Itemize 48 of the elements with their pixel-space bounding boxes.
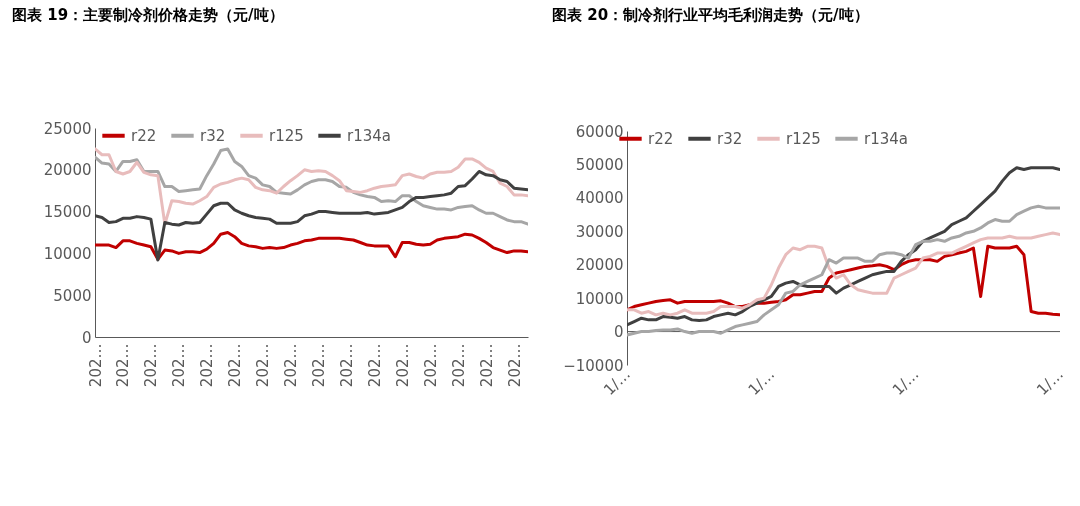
legend-label: r32 <box>200 126 226 145</box>
chart-title: 图表 20：制冷剂行业平均毛利润走势（元/吨） <box>552 6 869 24</box>
y-tick-label: 25000 <box>43 119 92 138</box>
legend-label: r125 <box>269 126 304 145</box>
x-tick-label: 1/… <box>1033 365 1067 399</box>
line-series <box>627 244 1060 317</box>
line-series <box>95 169 528 262</box>
y-tick-label: 20000 <box>575 256 624 275</box>
y-tick-label: 5000 <box>53 286 92 305</box>
line-series <box>95 147 528 226</box>
chart-title: 图表 19：主要制冷剂价格走势（元/吨） <box>12 6 284 24</box>
y-tick-label: 10000 <box>575 289 624 308</box>
x-tick-label: 202… <box>142 343 161 388</box>
legend-label: r22 <box>648 129 674 148</box>
x-tick-label: 202… <box>449 343 468 388</box>
legend-label: r134a <box>347 126 391 145</box>
y-tick-label: 60000 <box>575 122 624 141</box>
x-tick-label: 202… <box>337 343 356 388</box>
legend-label: r134a <box>864 129 908 148</box>
legend-label: r125 <box>786 129 821 148</box>
x-tick-label: 202… <box>226 343 245 388</box>
y-tick-label: 50000 <box>575 155 624 174</box>
y-tick-label: 40000 <box>575 189 624 208</box>
y-tick-label: 15000 <box>43 203 92 222</box>
line-series <box>627 231 1060 317</box>
x-tick-label: 202… <box>505 343 524 388</box>
x-tick-label: 202… <box>170 343 189 388</box>
x-tick-label: 202… <box>254 343 273 388</box>
x-tick-label: 202… <box>282 343 301 388</box>
y-tick-label: 30000 <box>575 222 624 241</box>
legend-label: r32 <box>717 129 743 148</box>
x-tick-label: 1/… <box>888 365 923 399</box>
y-tick-label: −10000 <box>563 356 624 375</box>
x-tick-label: 202… <box>309 343 328 388</box>
line-series <box>95 231 528 261</box>
x-tick-label: 1/… <box>744 365 779 399</box>
y-tick-label: 10000 <box>43 244 92 263</box>
y-tick-label: 20000 <box>43 161 92 180</box>
x-tick-label: 202… <box>114 343 133 388</box>
line-series <box>627 204 1060 337</box>
y-tick-label: 0 <box>613 323 624 342</box>
x-tick-label: 202… <box>365 343 384 388</box>
legend-label: r22 <box>131 126 157 145</box>
x-tick-label: 202… <box>198 343 217 388</box>
x-tick-label: 202… <box>477 343 496 388</box>
x-tick-label: 202… <box>393 343 412 388</box>
x-tick-label: 202… <box>421 343 440 388</box>
line-series <box>627 166 1060 327</box>
